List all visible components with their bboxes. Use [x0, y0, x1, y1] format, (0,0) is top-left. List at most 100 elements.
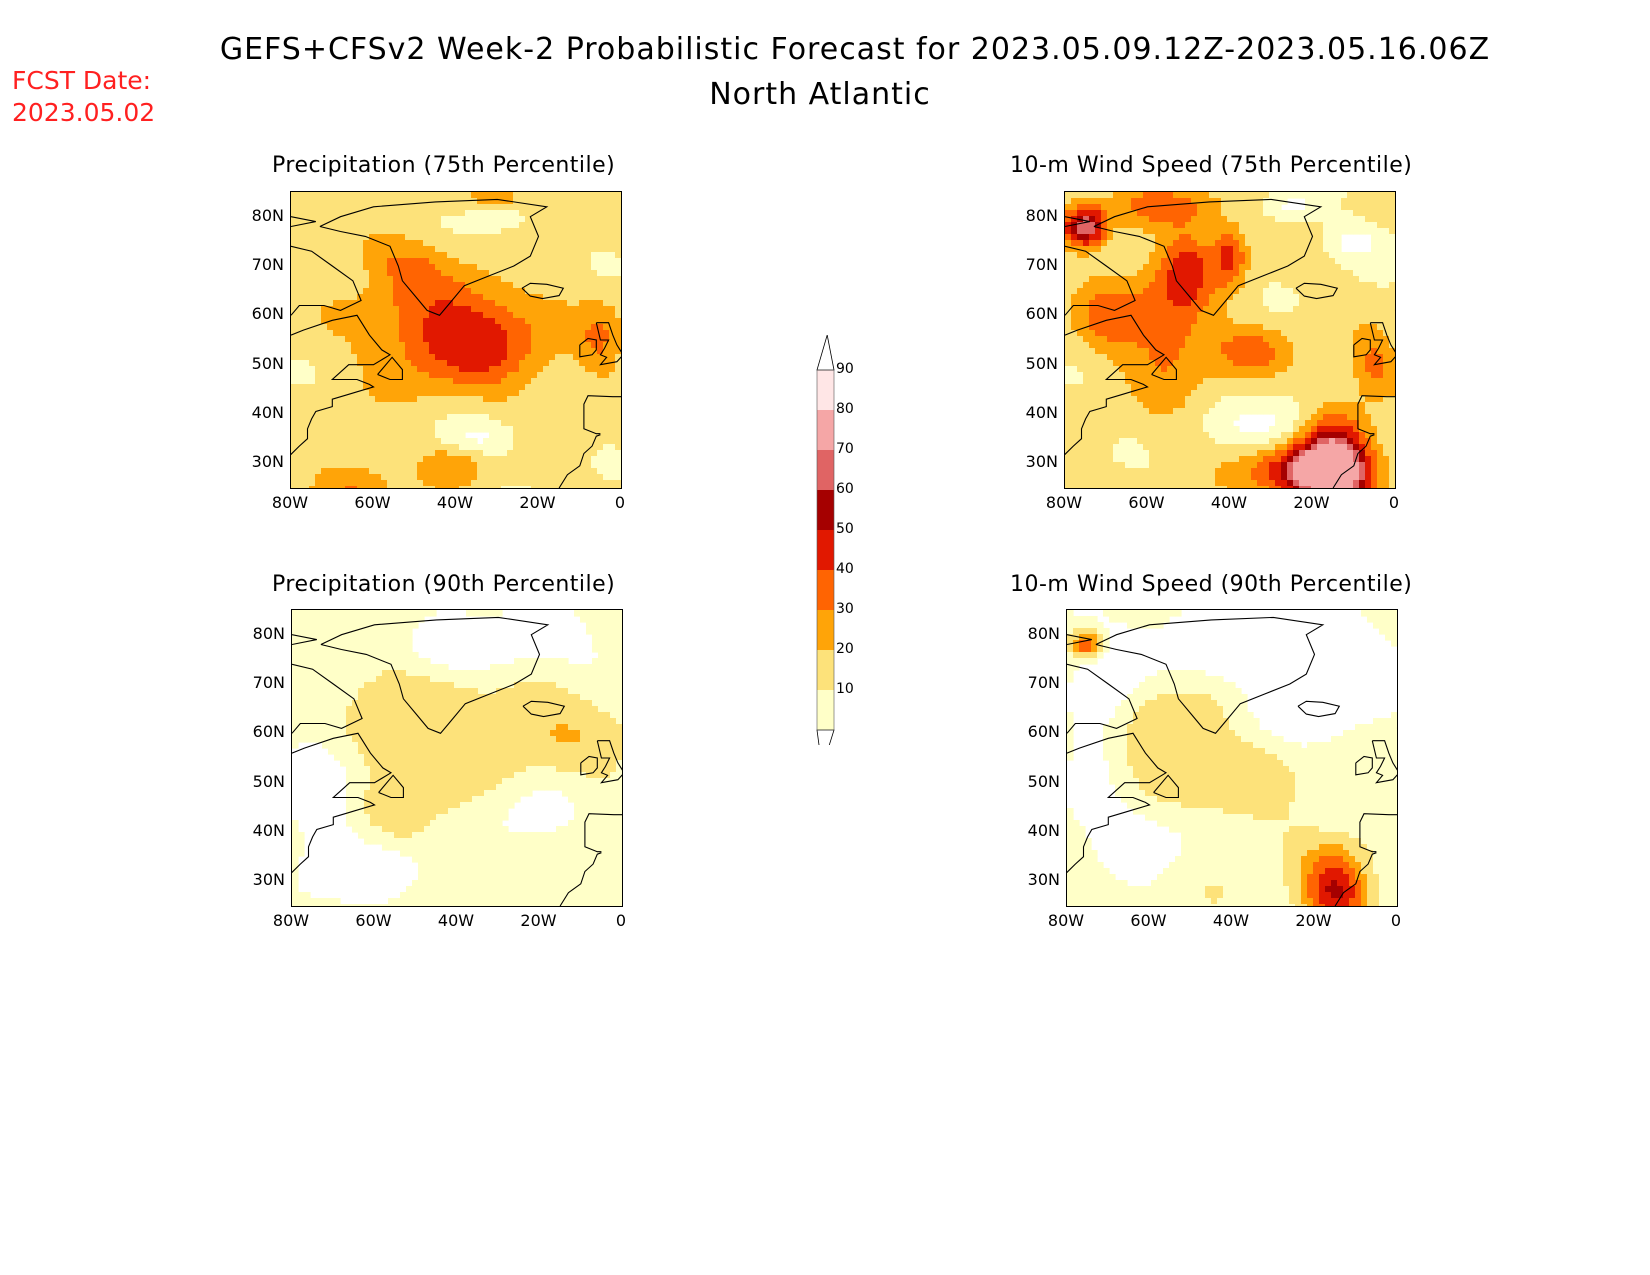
shade-cell: [1065, 210, 1072, 217]
shade-cell: [603, 486, 610, 488]
shade-cell: [507, 402, 514, 409]
shade-cell: [489, 360, 496, 367]
shade-cell: [1305, 426, 1312, 433]
shade-cell: [501, 366, 508, 373]
shade-cell: [1275, 390, 1282, 397]
shade-cell: [387, 348, 394, 355]
shade-cell: [489, 468, 496, 475]
shade-cell: [363, 192, 370, 199]
shade-cell: [393, 432, 400, 439]
shade-cell: [513, 342, 520, 349]
shade-cell: [1167, 300, 1174, 307]
colorbar-label: 90: [836, 361, 854, 377]
shade-cell: [393, 324, 400, 331]
shade-cell: [1299, 402, 1306, 409]
shade-cell: [1311, 330, 1318, 337]
shade-cell: [1065, 270, 1072, 277]
shade-cell: [1197, 348, 1204, 355]
shade-cell: [1221, 252, 1228, 259]
shade-cell: [417, 480, 424, 487]
shade-cell: [387, 468, 394, 475]
shade-cell: [1215, 378, 1222, 385]
shade-cell: [1095, 210, 1102, 217]
shade-cell: [405, 402, 412, 409]
shade-cell: [1101, 426, 1108, 433]
shade-cell: [1203, 258, 1210, 265]
shade-cell: [1335, 414, 1342, 421]
shade-cell: [537, 444, 544, 451]
shade-cell: [1101, 312, 1108, 319]
shade-cell: [327, 474, 334, 481]
shade-cell: [357, 270, 364, 277]
shade-cell: [567, 354, 574, 361]
shade-cell: [1101, 336, 1108, 343]
shade-cell: [1119, 354, 1126, 361]
shade-cell: [393, 330, 400, 337]
shade-cell: [1215, 282, 1222, 289]
shade-cell: [423, 396, 430, 403]
shade-cell: [297, 288, 304, 295]
shade-cell: [1095, 384, 1102, 391]
shade-cell: [531, 354, 538, 361]
shade-cell: [1365, 282, 1372, 289]
shade-cell: [1179, 294, 1186, 301]
shade-cell: [1323, 246, 1330, 253]
shade-cell: [495, 342, 502, 349]
shade-cell: [519, 414, 526, 421]
shade-cell: [1191, 198, 1198, 205]
shade-cell: [507, 348, 514, 355]
shade-cell: [1131, 384, 1138, 391]
shade-cell: [1149, 228, 1156, 235]
shade-cell: [525, 414, 532, 421]
shade-cell: [1269, 354, 1276, 361]
shade-cell: [375, 354, 382, 361]
shade-cell: [1173, 348, 1180, 355]
shade-cell: [477, 414, 484, 421]
shade-cell: [1197, 354, 1204, 361]
colorbar-swatch: [817, 690, 834, 730]
shade-cell: [429, 474, 436, 481]
shade-cell: [1167, 246, 1174, 253]
shade-cell: [561, 336, 568, 343]
shade-cell: [513, 330, 520, 337]
shade-cell: [609, 192, 616, 199]
shade-cell: [1263, 240, 1270, 247]
shade-cell: [1311, 378, 1318, 385]
shade-cell: [579, 198, 586, 205]
shade-cell: [1125, 192, 1132, 199]
shade-cell: [327, 354, 334, 361]
shade-cell: [315, 426, 322, 433]
shade-cell: [1317, 210, 1324, 217]
shade-cell: [489, 408, 496, 415]
shade-cell: [399, 450, 406, 457]
shade-cell: [555, 288, 562, 295]
shade-cell: [1185, 402, 1192, 409]
shade-cell: [561, 384, 568, 391]
shade-cell: [585, 342, 592, 349]
shade-cell: [1149, 270, 1156, 277]
shade-cell: [297, 360, 304, 367]
shade-cell: [1215, 252, 1222, 259]
shade-cell: [465, 258, 472, 265]
shade-cell: [1359, 342, 1366, 349]
shade-cell: [321, 282, 328, 289]
shade-cell: [357, 252, 364, 259]
shade-cell: [471, 486, 478, 488]
shade-cell: [435, 252, 442, 259]
shade-cell: [525, 408, 532, 415]
shade-cell: [1101, 282, 1108, 289]
shade-cell: [1365, 276, 1372, 283]
shade-cell: [321, 294, 328, 301]
shade-cell: [351, 222, 358, 229]
shade-cell: [1389, 336, 1395, 343]
shade-cell: [1323, 414, 1330, 421]
shade-cell: [459, 456, 466, 463]
shade-cell: [447, 420, 454, 427]
shade-cell: [411, 396, 418, 403]
shade-cell: [1077, 402, 1084, 409]
shade-cell: [1263, 360, 1270, 367]
shade-cell: [1227, 276, 1234, 283]
shade-cell: [1089, 348, 1096, 355]
shade-cell: [1143, 192, 1150, 199]
shade-cell: [585, 480, 592, 487]
